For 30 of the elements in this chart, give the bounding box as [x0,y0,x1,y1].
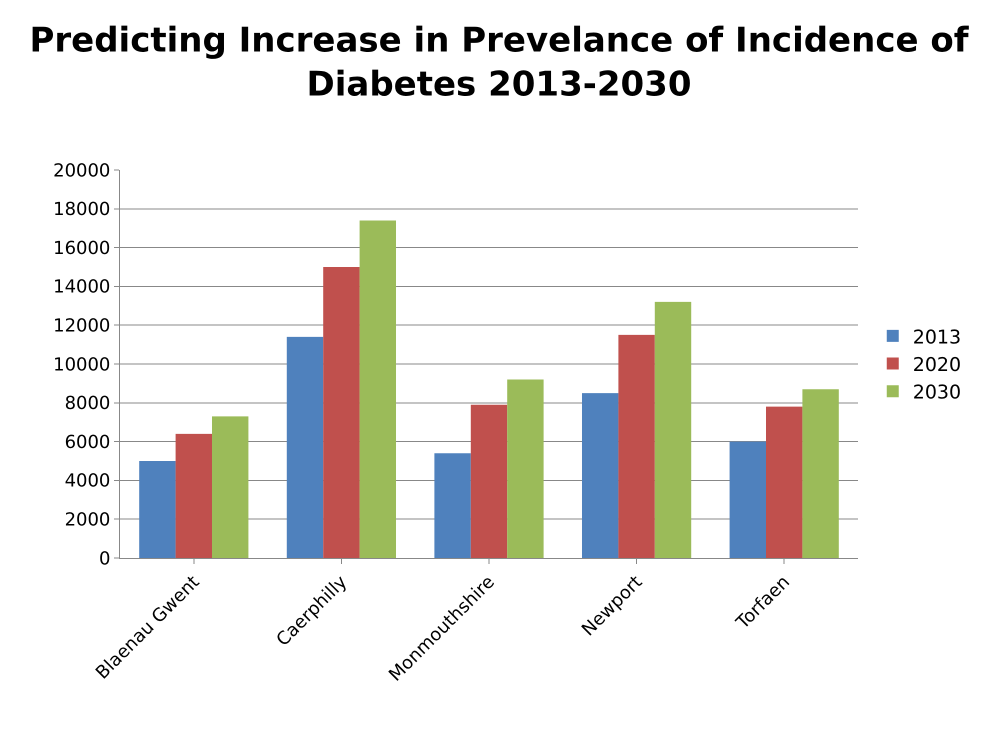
bar [212,416,248,558]
y-tick-label: 2000 [64,510,110,530]
y-tick-label: 4000 [64,470,110,492]
y-tick-label: 14000 [53,276,110,298]
bar [139,461,176,558]
bar [507,380,544,558]
bar [618,334,655,558]
y-tick-label: 16000 [53,238,110,259]
y-tick-label: 12000 [53,316,110,336]
bar [802,389,839,558]
bar [176,434,212,558]
bar [654,302,692,558]
y-tick-label: 10000 [53,354,110,376]
bar [730,442,766,558]
bar [766,406,802,558]
legend-label: 2020 [912,354,962,376]
y-tick-label: 20000 [53,160,110,182]
bar [323,267,360,558]
bar [582,393,618,558]
bar [434,453,471,558]
bar [286,336,324,558]
legend-label: 2013 [912,326,962,348]
chart-title: Predicting Increase in Prevelance of Incidence of Diabetes 2013-2030 [29,20,970,105]
y-tick-label: 6000 [64,432,110,453]
bar [360,220,396,558]
y-tick-label: 8000 [64,393,110,414]
bar [470,404,508,558]
y-tick-label: 0 [98,548,110,570]
y-tick-label: 18000 [53,199,110,220]
legend-label: 2030 [912,382,962,404]
